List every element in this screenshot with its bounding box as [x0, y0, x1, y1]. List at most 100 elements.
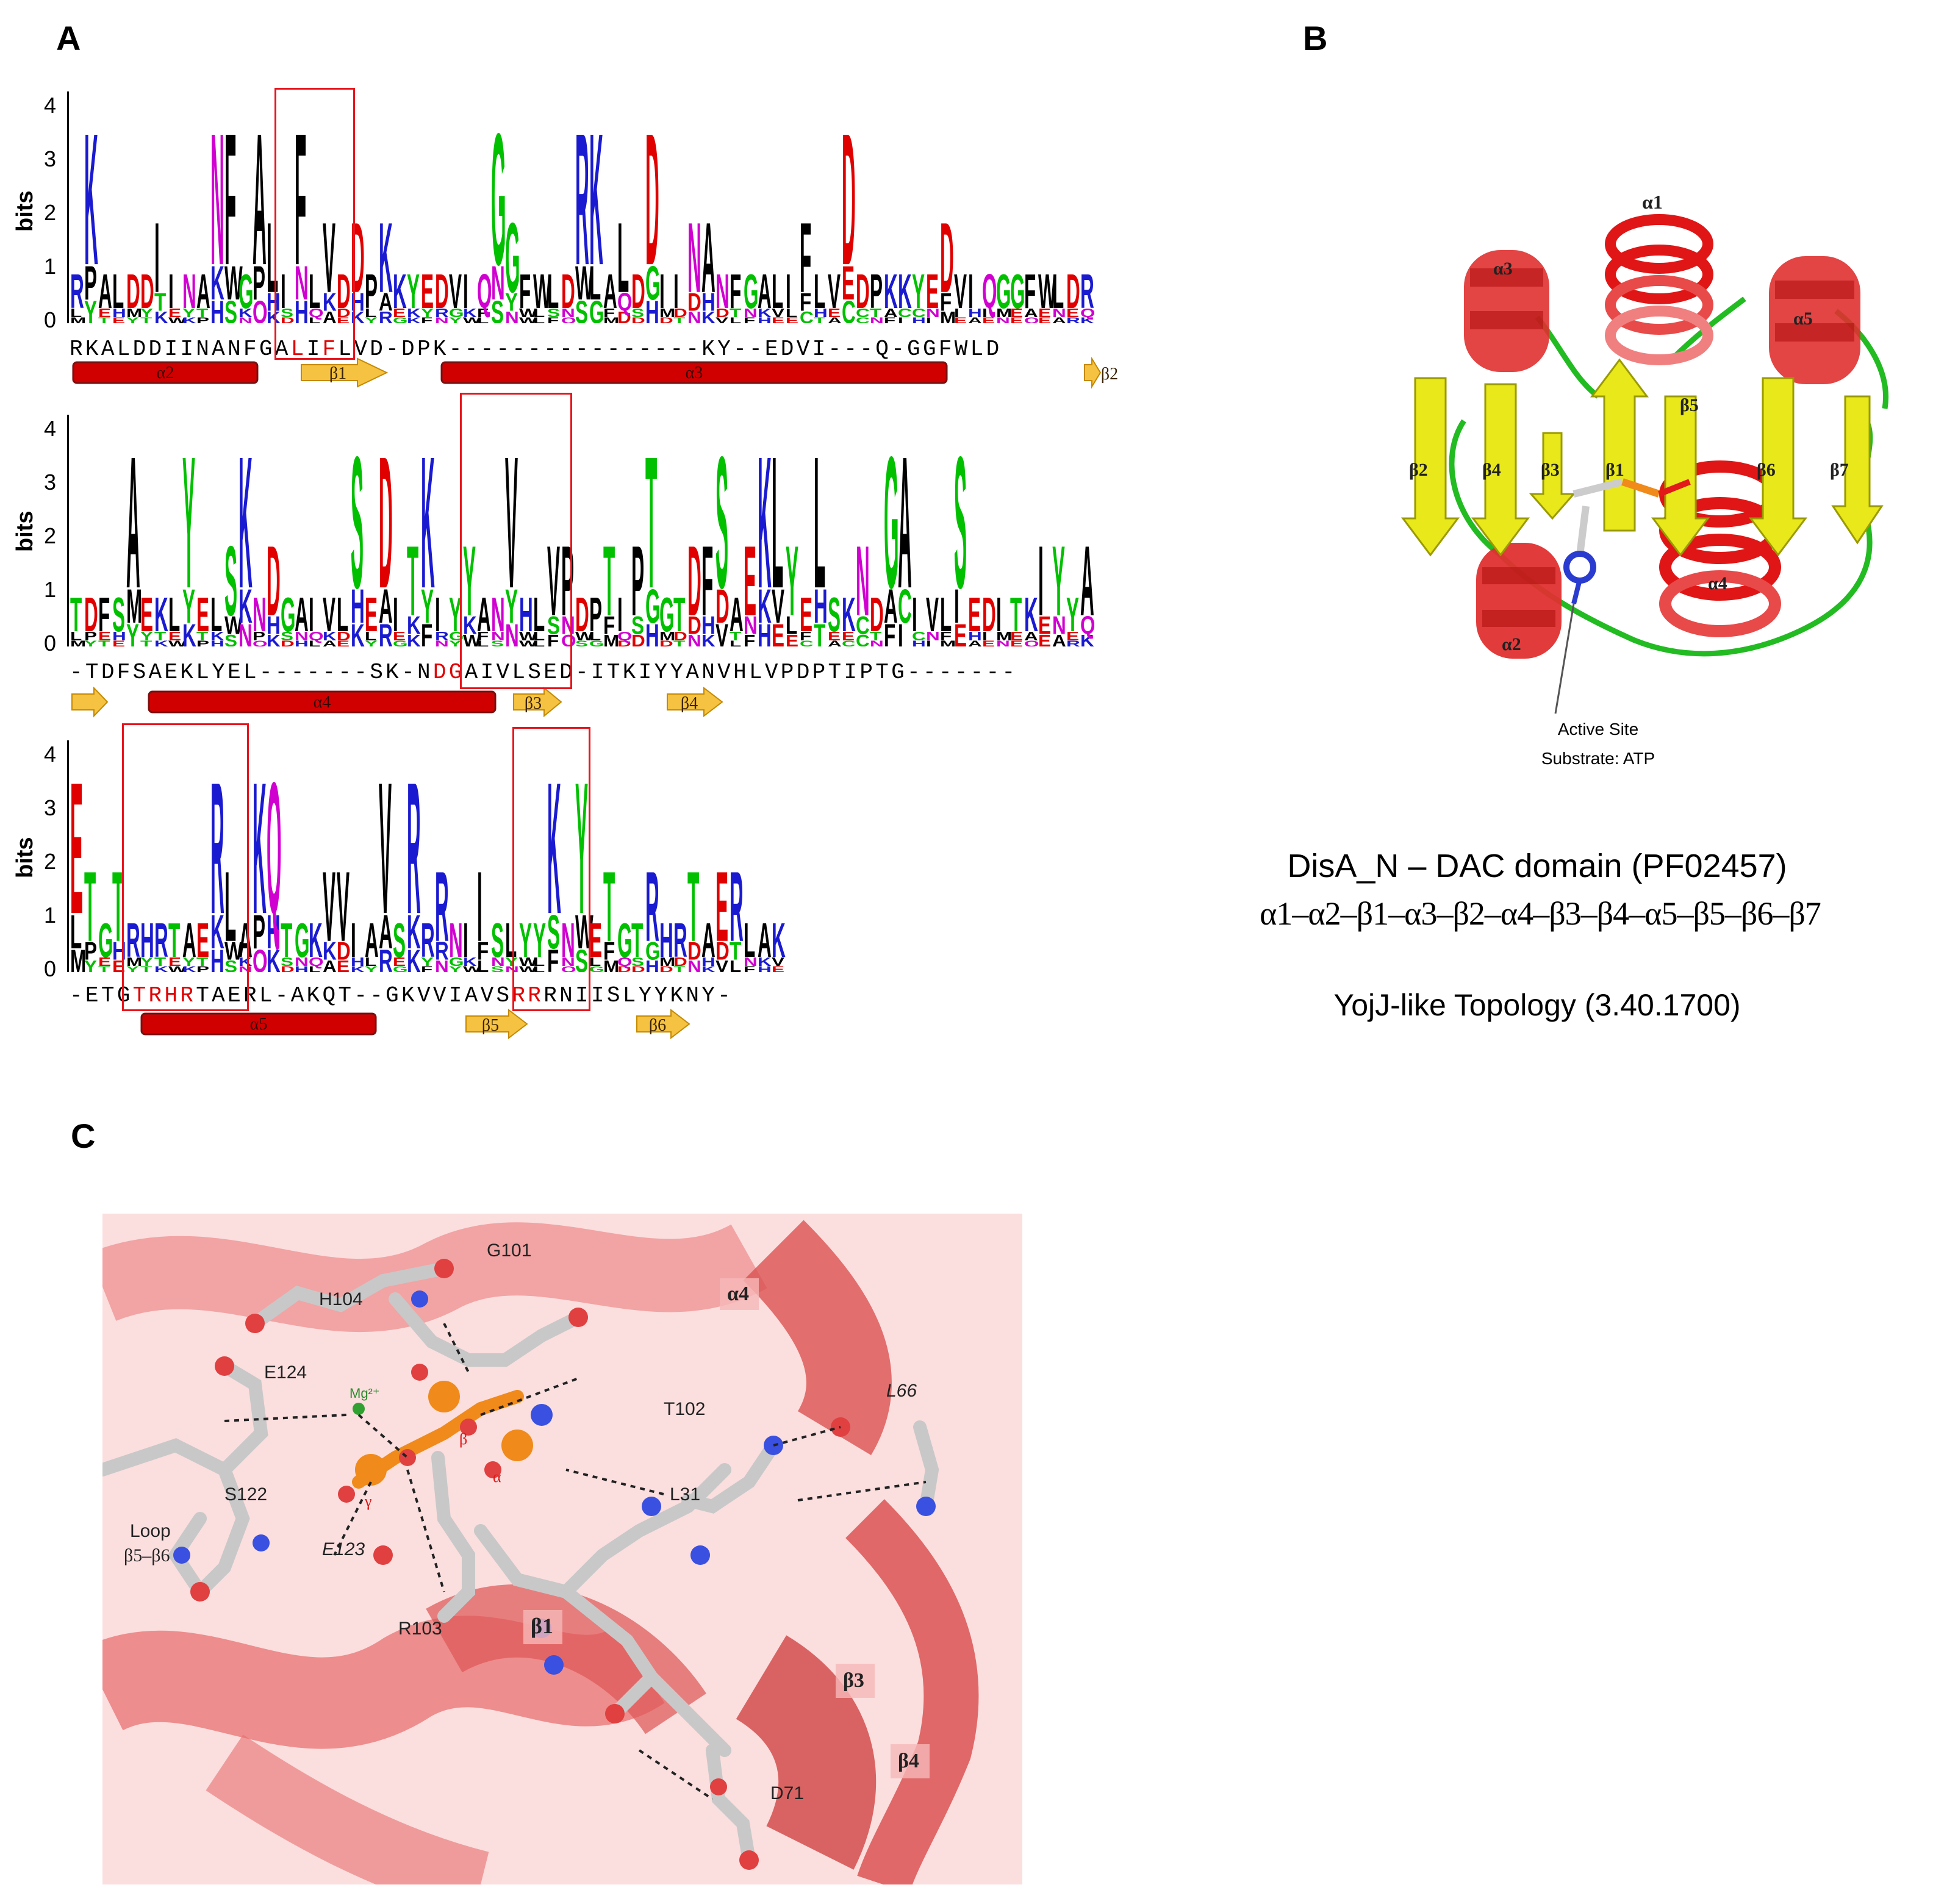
phosphate-alpha: α: [493, 1468, 501, 1486]
logo-letter: W: [519, 965, 537, 972]
logo-letter: A: [365, 913, 379, 967]
logo-letter: L: [309, 965, 320, 972]
logo-letter: I: [168, 264, 174, 318]
logo-letter: L: [477, 316, 489, 323]
logo-letter: Q: [253, 944, 268, 972]
logo-letter: E: [393, 629, 406, 643]
helix-a5: [1769, 256, 1860, 384]
logo-letter: G: [744, 264, 759, 318]
logo-letter: T: [281, 913, 292, 967]
logo-letter: W: [168, 965, 187, 972]
helix-a2: [1476, 543, 1562, 659]
y-axis: [67, 740, 69, 972]
logo-letter: Y: [575, 744, 588, 953]
logo-letter: W: [533, 264, 551, 318]
logo-letter: N: [491, 587, 505, 642]
logo-letter: T: [814, 316, 825, 323]
logo-letter: K: [238, 579, 253, 633]
logo-letter: D: [140, 264, 154, 318]
logo-letter: W: [224, 256, 243, 310]
logo-letter: L: [786, 610, 797, 640]
phosphate-gamma: γ: [364, 1492, 372, 1510]
substrate-text: Substrate: ATP: [1541, 749, 1655, 768]
logo-letter: L: [772, 264, 783, 318]
logo-letter: F: [940, 287, 952, 317]
logo-letter: F: [477, 936, 489, 965]
logo-letter: Y: [365, 639, 378, 646]
logo-letter: L: [730, 639, 741, 646]
logo-letter: E: [112, 639, 125, 646]
strand-b3: [1529, 432, 1576, 520]
secondary-structure-track: α2 β1 α3 β2: [72, 357, 1118, 389]
logo-letter: S: [112, 587, 125, 642]
logo-letter: C: [898, 579, 912, 633]
logo-letter: E: [140, 587, 153, 642]
logo-letter: L: [533, 954, 545, 968]
logo-letter: D: [687, 526, 701, 637]
logo-letter: L: [337, 587, 348, 642]
logo-letter: T: [603, 526, 615, 637]
logo-letter: Y: [912, 264, 925, 318]
logo-letter: A: [379, 579, 393, 633]
logo-letter: N: [491, 954, 505, 968]
logo-letter: E: [715, 851, 728, 962]
logo-letter: T: [84, 851, 96, 962]
logo-letter: P: [84, 936, 97, 965]
logo-letter: Y: [84, 957, 97, 972]
logo-letter: W: [463, 316, 481, 323]
logo-letter: G: [393, 965, 407, 972]
y-tick: 3: [43, 470, 56, 495]
logo-letter: N: [295, 954, 309, 968]
logo-letter: N: [687, 309, 701, 323]
strand-b6: [636, 1009, 690, 1040]
logo-letter: K: [393, 264, 407, 318]
logo-letter: H: [351, 954, 365, 968]
ss-label: α3: [686, 363, 703, 382]
active-site-closeup: G101 H104 E124 T102 L66 S122 L31 Loop β5…: [102, 1214, 1022, 1884]
logo-letter: L: [744, 913, 755, 967]
logo-letter: F: [421, 618, 432, 646]
logo-letter: K: [154, 309, 168, 323]
logo-letter: V: [505, 418, 518, 628]
logo-letter: K: [884, 264, 898, 318]
logo-letter: H: [140, 913, 154, 967]
logo-letter: L: [477, 957, 489, 972]
logo-letter: H: [814, 306, 828, 320]
logo-letter: D: [715, 579, 730, 633]
logo-letter: I: [982, 629, 988, 643]
logo-letter: T: [140, 316, 152, 323]
logo-letter: N: [561, 954, 575, 968]
logo-letter: A: [968, 316, 982, 323]
ss-label-a4: α4: [727, 1283, 749, 1305]
logo-letter: I: [1038, 526, 1044, 637]
logo-letter: C: [856, 610, 870, 640]
logo-letter: V: [323, 587, 335, 642]
residue-label: L66: [886, 1381, 917, 1401]
logo-letter: A: [98, 264, 112, 318]
atoms: [173, 1259, 936, 1870]
logo-letter: M: [70, 639, 86, 646]
logo-letter: Y: [126, 316, 139, 323]
ss-label-b4: β4: [898, 1750, 919, 1772]
logo-letter: Q: [1024, 639, 1039, 646]
logo-letter: F: [477, 306, 489, 320]
logo-letter: V: [926, 587, 939, 642]
logo-letter: N: [561, 913, 575, 967]
logo-letter: N: [926, 306, 940, 320]
logo-letter: C: [856, 632, 870, 646]
logo-letter: T: [154, 954, 166, 968]
logo-letter: V: [954, 264, 967, 318]
logo-letter: Y: [449, 639, 462, 646]
logo-letter: D: [1066, 264, 1080, 318]
strand-b4: [1471, 383, 1530, 557]
strand-b7: [1831, 395, 1884, 545]
label-b6: β6: [1757, 460, 1776, 480]
logo-letter: N: [1052, 610, 1066, 640]
consensus-sequence: -ETGTRHRTAERL-AKQT--GKVVIAVSRRRNIISLYYKN…: [70, 983, 734, 1008]
logo-letter: E: [168, 629, 181, 643]
logo-letter: L: [589, 256, 601, 310]
logo-letter: I: [926, 316, 931, 323]
logo-letter: G: [281, 587, 296, 642]
logo-letter: H: [267, 287, 281, 317]
